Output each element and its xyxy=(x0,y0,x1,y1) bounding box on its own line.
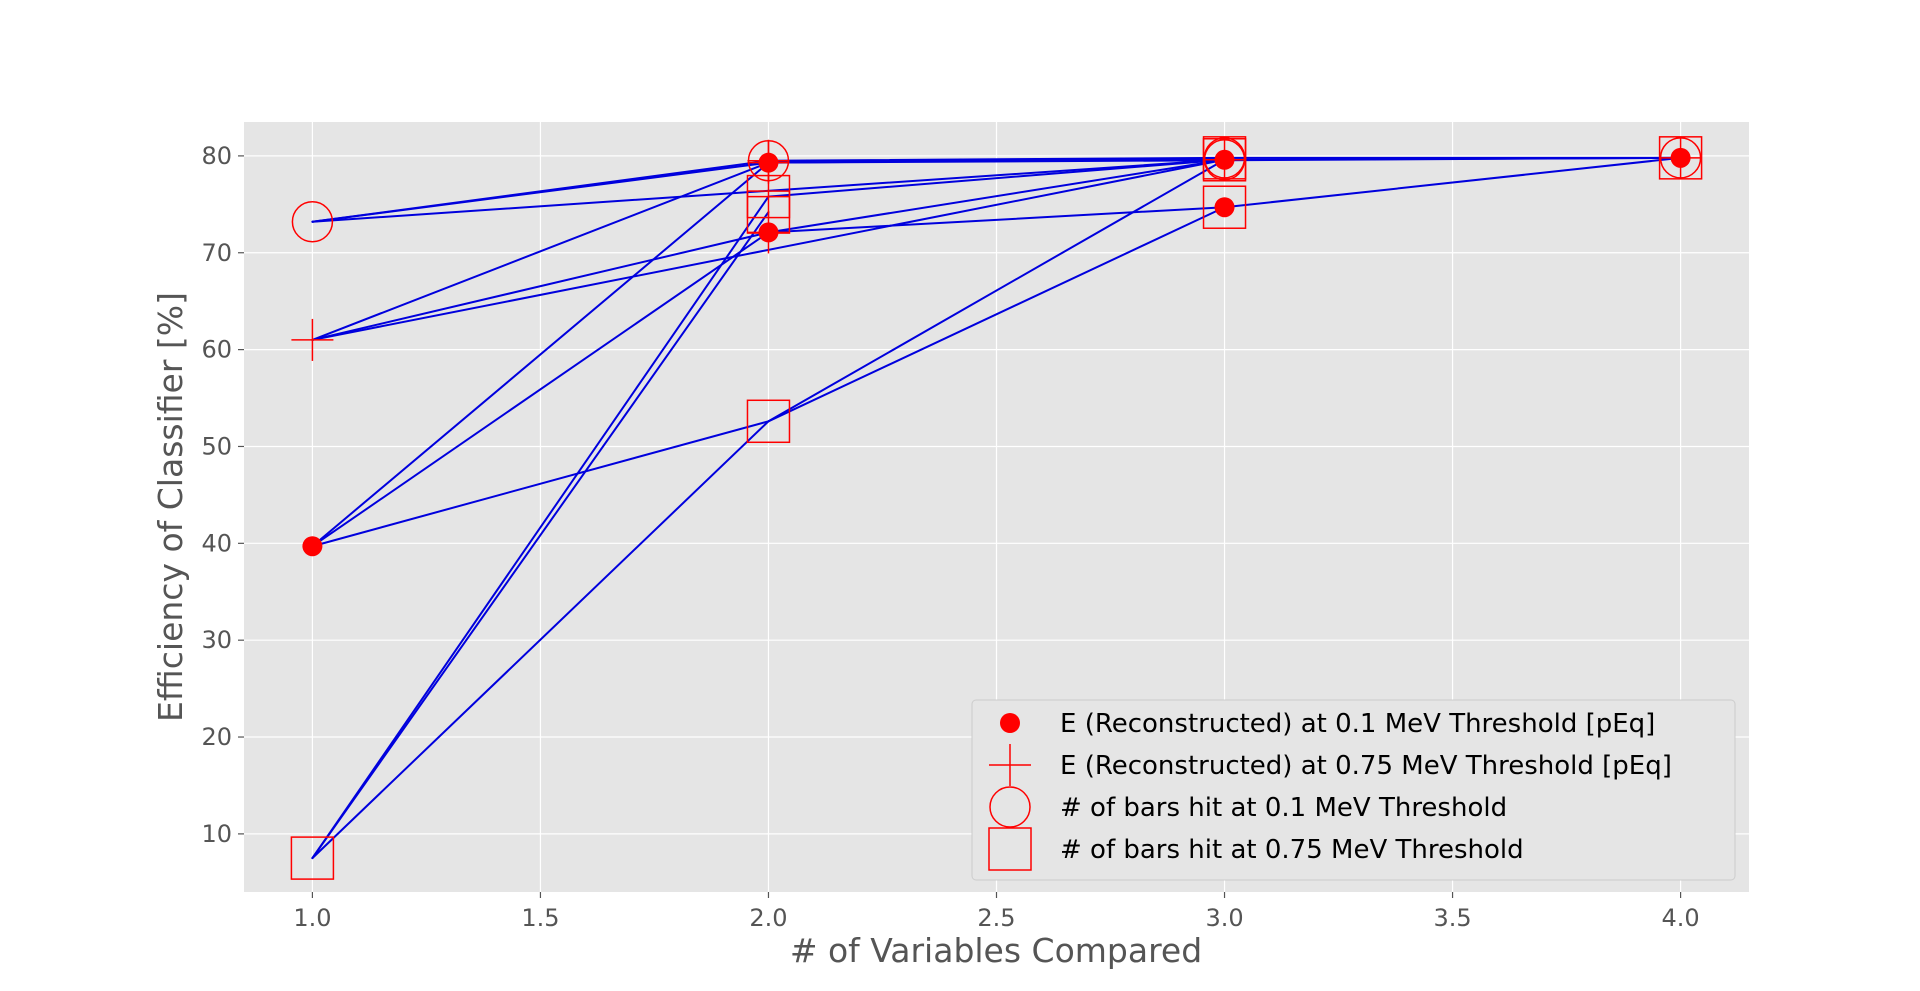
x-tick-labels: 1.0 1.5 2.0 2.5 3.0 3.5 4.0 xyxy=(293,892,1700,932)
legend-label: E (Reconstructed) at 0.1 MeV Threshold [… xyxy=(1060,709,1655,739)
legend-box xyxy=(971,699,1736,881)
connection-line xyxy=(767,206,1226,234)
legend-item: E (Reconstructed) at 0.1 MeV Threshold [… xyxy=(1000,709,1655,739)
y-tick-label: 30 xyxy=(201,626,232,654)
data-point-filled-circle xyxy=(302,536,323,557)
connection-line xyxy=(767,156,1226,162)
data-point-filled-circle xyxy=(758,152,779,173)
connection-line xyxy=(311,161,770,341)
legend-label: E (Reconstructed) at 0.75 MeV Threshold … xyxy=(1060,751,1672,781)
x-tick-label: 1.5 xyxy=(521,904,559,932)
x-axis-label: # of Variables Compared xyxy=(790,931,1202,970)
y-tick-label: 20 xyxy=(201,723,232,751)
data-point-filled-circle xyxy=(758,222,779,243)
connection-line xyxy=(311,231,770,341)
y-tick-label: 50 xyxy=(201,432,232,460)
data-point-plus xyxy=(747,175,790,218)
legend-marker-plus xyxy=(989,744,1031,786)
legend-label: # of bars hit at 0.1 MeV Threshold xyxy=(1060,793,1507,823)
connection-line xyxy=(311,161,770,548)
connection-line xyxy=(311,420,770,548)
data-point-open-square xyxy=(746,399,791,444)
y-tick-label: 80 xyxy=(201,142,232,170)
markers xyxy=(290,136,1703,880)
connection-line xyxy=(311,161,770,223)
x-tick-label: 4.0 xyxy=(1662,904,1700,932)
x-tick-label: 2.0 xyxy=(749,904,787,932)
y-tick-label: 10 xyxy=(201,820,232,848)
legend-label: # of bars hit at 0.75 MeV Threshold xyxy=(1060,835,1524,865)
data-point-open-square xyxy=(1202,185,1247,229)
x-tick-label: 2.5 xyxy=(977,904,1015,932)
legend-item: E (Reconstructed) at 0.75 MeV Threshold … xyxy=(989,744,1672,786)
connection-line xyxy=(767,158,1226,198)
y-axis-label: Efficiency of Classifier [%] xyxy=(151,292,190,722)
x-tick-label: 3.5 xyxy=(1433,904,1471,932)
connection-line xyxy=(767,206,1226,423)
data-point-filled-circle xyxy=(1214,197,1235,218)
connection-line xyxy=(1223,156,1682,209)
y-tick-label: 60 xyxy=(201,336,232,364)
legend-marker-open-square xyxy=(988,827,1032,871)
connection-line xyxy=(767,158,1226,234)
x-tick-label: 3.0 xyxy=(1205,904,1243,932)
connection-line xyxy=(1223,156,1682,161)
data-point-filled-circle xyxy=(1214,149,1235,170)
connection-line xyxy=(311,420,770,860)
legend-marker-filled-circle xyxy=(1000,713,1020,733)
y-tick-label: 40 xyxy=(201,529,232,557)
y-tick-labels: 10 20 30 40 50 60 70 80 xyxy=(201,142,244,848)
y-tick-label: 70 xyxy=(201,239,232,267)
x-tick-label: 1.0 xyxy=(293,904,331,932)
data-point-open-square xyxy=(290,836,335,880)
connection-line xyxy=(311,231,770,548)
connection-line xyxy=(311,195,770,860)
legend-item: # of bars hit at 0.75 MeV Threshold xyxy=(988,827,1524,871)
data-point-open-circle xyxy=(291,201,334,243)
legend: E (Reconstructed) at 0.1 MeV Threshold [… xyxy=(971,699,1736,881)
data-point-filled-circle xyxy=(1670,147,1691,168)
legend-item: # of bars hit at 0.1 MeV Threshold xyxy=(989,786,1507,828)
connection-line xyxy=(311,211,770,860)
connection-line xyxy=(767,158,1226,423)
data-point-plus xyxy=(291,318,334,361)
legend-marker-open-circle xyxy=(989,786,1031,828)
